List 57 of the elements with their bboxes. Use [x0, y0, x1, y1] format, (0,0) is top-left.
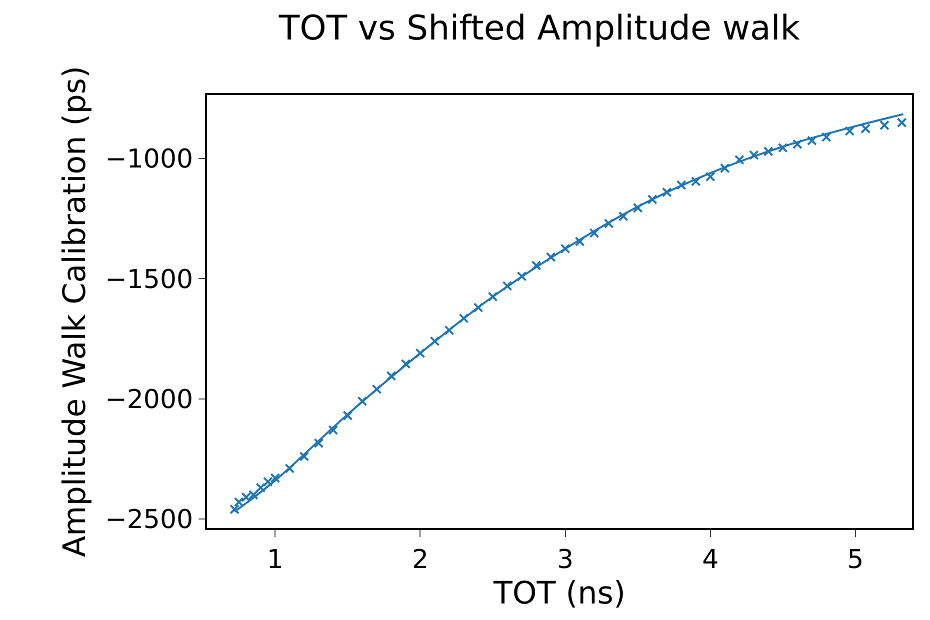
point — [896, 118, 907, 128]
point — [386, 370, 396, 381]
point — [560, 244, 570, 254]
point — [372, 384, 382, 394]
point — [647, 194, 658, 204]
x-tick-label: 5 — [847, 544, 864, 575]
point — [342, 410, 353, 421]
x-axis-title: TOT (ns) — [492, 576, 626, 612]
point — [256, 482, 266, 493]
point — [690, 176, 701, 186]
point — [502, 280, 512, 291]
point — [778, 142, 788, 153]
point — [357, 396, 368, 406]
point — [299, 451, 310, 462]
point — [400, 358, 411, 369]
x-tick-label: 1 — [266, 544, 284, 575]
point — [230, 504, 240, 514]
point — [516, 271, 527, 282]
y-tick-label: −1500 — [105, 264, 194, 295]
point — [284, 463, 295, 474]
point — [589, 228, 600, 238]
point — [720, 163, 730, 174]
point — [844, 126, 855, 136]
point — [748, 150, 759, 160]
point — [328, 425, 338, 436]
point — [473, 302, 484, 313]
point — [806, 136, 817, 146]
point — [860, 124, 871, 134]
point — [458, 313, 469, 324]
point — [574, 236, 585, 246]
point — [430, 336, 440, 346]
point — [444, 325, 454, 336]
point — [879, 120, 890, 130]
point — [632, 202, 643, 213]
point — [531, 260, 542, 271]
y-tick-label: −2500 — [105, 504, 194, 535]
point — [546, 252, 556, 262]
point — [763, 146, 774, 156]
x-tick-label: 3 — [557, 544, 574, 575]
y-tick-label: −1000 — [105, 144, 194, 175]
y-axis-title: Amplitude Walk Calibration (ps) — [57, 66, 94, 558]
x-tick-label: 4 — [702, 544, 719, 575]
point — [415, 348, 426, 358]
point — [821, 132, 832, 142]
point — [734, 154, 744, 165]
point — [662, 187, 672, 198]
point — [676, 180, 686, 190]
point — [234, 497, 244, 508]
point — [792, 139, 802, 150]
point — [604, 218, 614, 228]
chart-title: TOT vs Shifted Amplitude walk — [278, 8, 800, 48]
point — [618, 211, 628, 222]
point — [314, 438, 324, 448]
y-tick-label: −2000 — [105, 384, 194, 415]
point — [705, 172, 716, 182]
x-tick-label: 2 — [412, 544, 429, 575]
point — [488, 292, 498, 302]
